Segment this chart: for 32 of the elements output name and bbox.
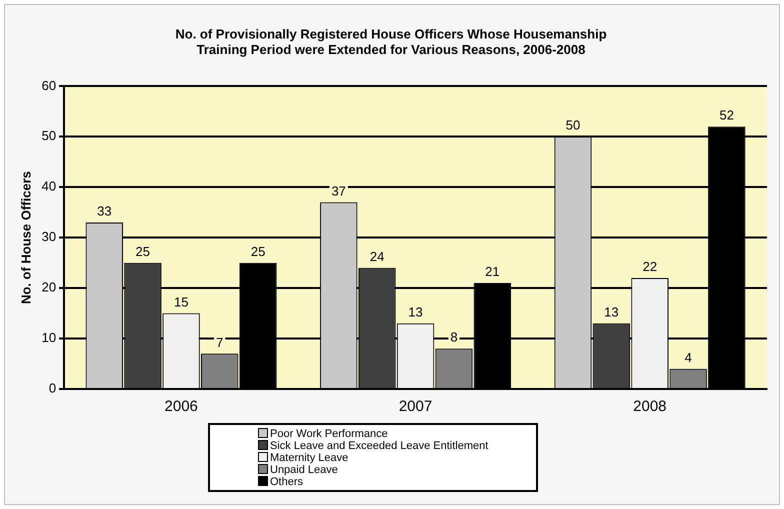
x-tick-label: 2008 (633, 398, 667, 416)
data-label: 25 (250, 244, 266, 259)
data-label: 8 (450, 330, 458, 345)
chart-title: No. of Provisionally Registered House Officers Whose Housemanship Training Period were Extended for Various Reasons, 2006-2008 (175, 26, 607, 57)
legend-label: Others (269, 476, 304, 488)
y-tick-label: 20 (42, 280, 56, 295)
legend-label: Poor Work Performance (269, 428, 389, 440)
data-label: 15 (174, 294, 188, 310)
x-tick-label: 2007 (398, 398, 432, 416)
data-label: 24 (370, 248, 384, 264)
y-tick-label: 60 (42, 78, 56, 93)
data-label: 13 (604, 304, 619, 320)
legend-label: Unpaid Leave (269, 464, 339, 476)
legend-label: Maternity Leave (269, 452, 350, 464)
data-label: 50 (566, 118, 580, 133)
y-tick-label: 40 (42, 178, 56, 194)
y-tick-label: 0 (48, 380, 56, 396)
y-axis-title: No. of House Officers (18, 171, 34, 304)
data-label: 7 (216, 334, 224, 350)
data-label: 4 (684, 350, 692, 365)
data-label: 52 (719, 108, 734, 123)
y-tick-label: 50 (42, 128, 56, 144)
y-tick-label: 30 (42, 229, 56, 244)
y-tick-label: 10 (42, 330, 56, 346)
x-tick-label: 2006 (164, 398, 198, 416)
data-label: 33 (97, 204, 112, 219)
data-label: 25 (136, 244, 150, 259)
data-label: 22 (642, 259, 658, 274)
data-label: 13 (408, 304, 423, 320)
data-label: 21 (485, 264, 500, 280)
data-label: 37 (331, 183, 346, 198)
legend-label: Sick Leave and Exceeded Leave Entitlement (269, 440, 490, 452)
